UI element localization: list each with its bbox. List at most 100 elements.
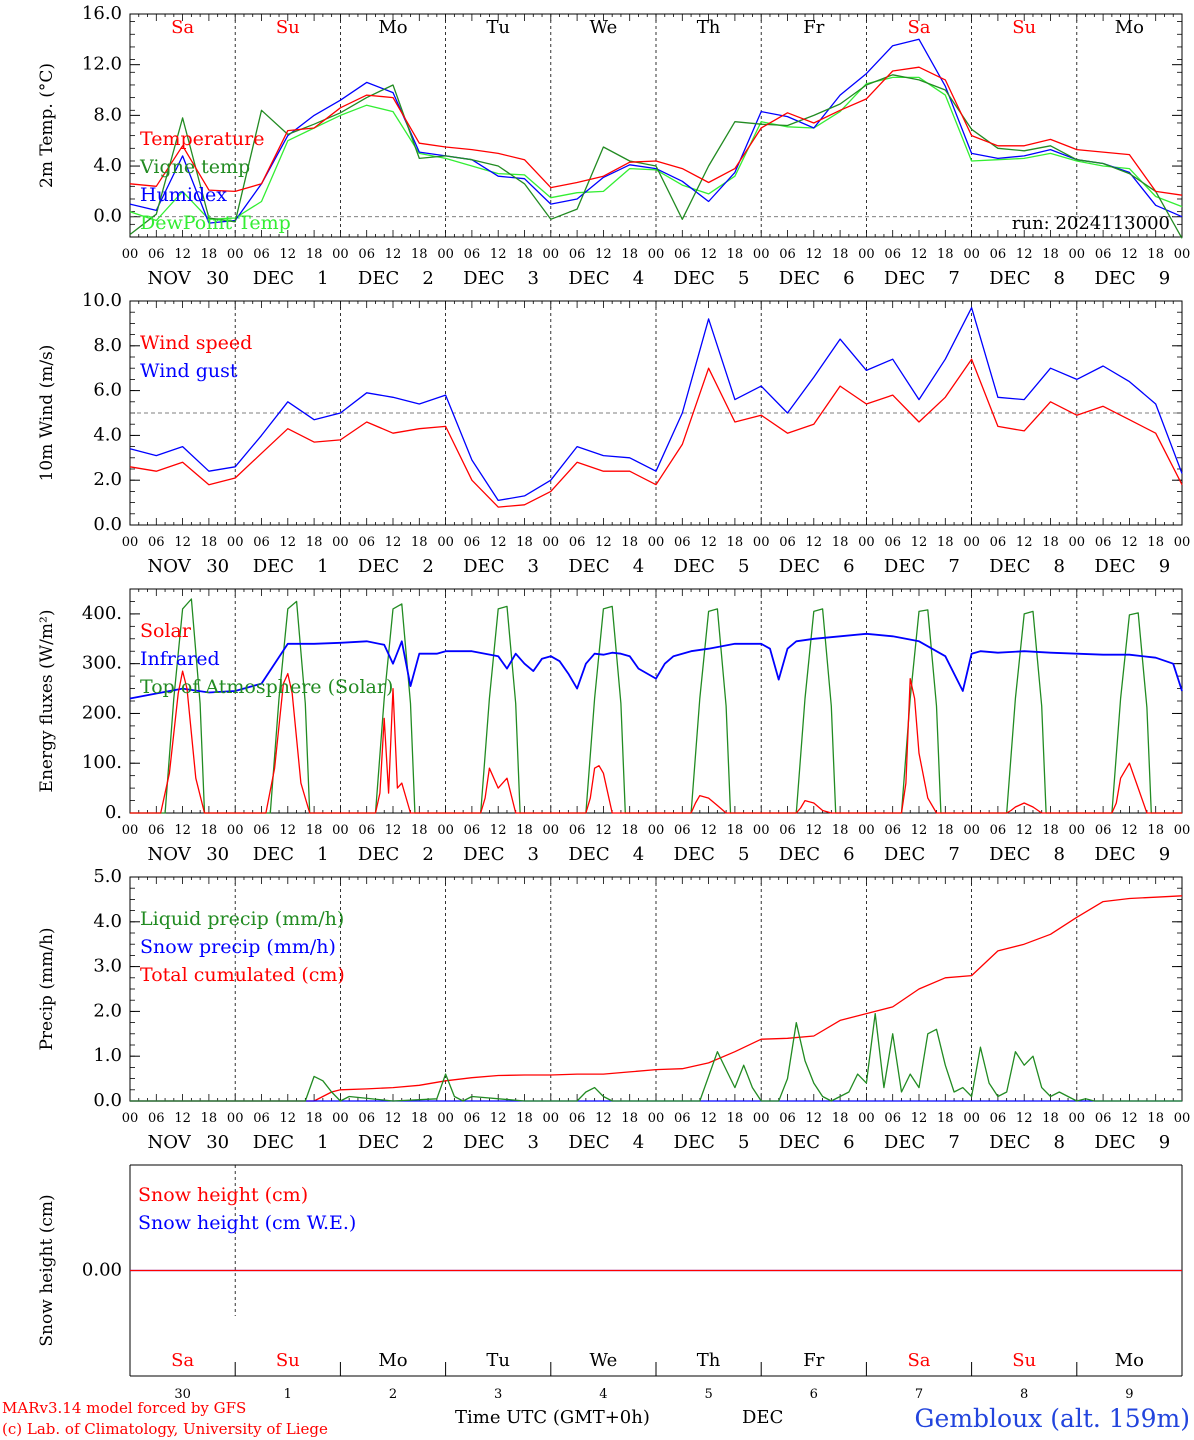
x-hour-label: 00 [543,823,560,838]
x-month-label: DEC [989,556,1030,577]
x-day-number: 4 [599,1387,607,1402]
legend-entry: Snow height (cm W.E.) [138,1212,356,1234]
x-hour-label: 06 [779,1111,796,1126]
x-hour-label: 00 [332,247,349,262]
x-hour-label: 12 [490,823,507,838]
y-tick-label: 4.0 [93,424,122,445]
x-hour-label: 18 [937,1111,954,1126]
x-hour-label: 00 [648,823,665,838]
x-hour-label: 00 [122,1111,139,1126]
weekday-label: Tu [486,17,510,38]
station-name: Gembloux (alt. 159m) [915,1404,1190,1433]
weekday-label: Su [276,17,300,38]
x-hour-label: 18 [516,823,533,838]
y-tick-label: 2.0 [93,469,122,490]
x-hour-label: 00 [437,247,454,262]
weekday-label: Su [1012,1350,1036,1371]
x-hour-label: 00 [227,1111,244,1126]
x-day-label: 3 [528,556,539,577]
x-day-label: 4 [633,1132,644,1153]
x-day-label: 2 [422,844,433,865]
panel-wind: 00 06 12 18 00 06 12 18 00 06 12 18 00 06 12 18 00 06 12 18… [37,290,1190,577]
x-hour-label: 12 [1121,247,1138,262]
x-hour-label: 06 [358,535,375,550]
x-day-label: 6 [843,268,854,289]
x-month-label: DEC [463,556,504,577]
x-month-label: DEC [989,1132,1030,1153]
x-day-number: 6 [810,1387,818,1402]
x-month-label: DEC [674,1132,715,1153]
weekday-label: Mo [1115,17,1144,38]
x-hour-label: 18 [832,247,849,262]
x-hour-label: 00 [963,1111,980,1126]
panel-snow: 0.00 Snow height (cm) Snow height (cm) Snow… [37,1164,1183,1402]
x-hour-label: 18 [727,535,744,550]
panel-precip: 00 06 12 18 00 06 12 18 00 06 12 18 00 06 12 18 00 06 12 18… [37,866,1190,1153]
x-month-label: DEC [989,844,1030,865]
x-month-label: DEC [253,844,294,865]
x-hour-label: 18 [201,1111,218,1126]
y-tick-label: 1.0 [93,1045,122,1066]
x-hour-label: 00 [543,535,560,550]
x-hour-label: 12 [174,823,191,838]
y-tick-label: 2.0 [93,1000,122,1021]
x-hour-label: 06 [884,823,901,838]
series-line-humidex [129,38,1183,224]
x-day-label: 30 [206,556,229,577]
panel-temp: 00 06 12 18 00 06 12 18 00 06 12 18 00 06 12 18 00 06 12 18… [37,3,1190,289]
x-month-label: DEC [1094,844,1135,865]
x-hour-label: 12 [595,823,612,838]
x-hour-label: 18 [411,535,428,550]
x-hour-label: 12 [700,535,717,550]
y-tick-label: 3.0 [93,956,122,977]
x-hour-label: 12 [1121,823,1138,838]
x-day-label: 30 [206,268,229,289]
x-hour-label: 06 [990,1111,1007,1126]
x-hour-label: 06 [464,535,481,550]
x-hour-label: 06 [464,1111,481,1126]
y-axis-label: 2m Temp. (°C) [37,63,57,188]
x-month-label: DEC [568,556,609,577]
x-hour-label: 00 [963,823,980,838]
x-month-label: DEC [674,268,715,289]
x-day-label: 1 [317,268,328,289]
x-hour-label: 18 [727,823,744,838]
x-day-number: 8 [1020,1387,1028,1402]
y-tick-label: 0.00 [82,1260,122,1281]
x-hour-label: 00 [122,247,139,262]
x-hour-label: 18 [1042,823,1059,838]
x-hour-label: 18 [516,1111,533,1126]
x-hour-label: 18 [516,535,533,550]
y-tick-label: 300. [82,653,122,674]
x-day-number: 2 [389,1387,397,1402]
legend-entry: Total cumulated (cm) [140,964,345,986]
y-axis-label: Snow height (cm) [37,1194,57,1346]
x-hour-label: 00 [227,535,244,550]
x-day-label: 8 [1054,556,1065,577]
y-tick-label: 4.0 [93,155,122,176]
x-hour-label: 18 [937,535,954,550]
x-hour-label: 00 [963,535,980,550]
x-day-label: 7 [948,844,959,865]
x-hour-label: 06 [464,823,481,838]
x-month-label: DEC [568,844,609,865]
y-tick-label: 12.0 [82,54,122,75]
x-day-label: 1 [317,556,328,577]
x-hour-label: 18 [621,823,638,838]
x-hour-label: 06 [884,247,901,262]
series-line-vigne-temp [129,74,1183,239]
x-day-label: 2 [422,268,433,289]
x-hour-label: 12 [700,247,717,262]
x-hour-label: 18 [1147,823,1164,838]
x-day-label: 3 [528,1132,539,1153]
x-hour-label: 06 [674,823,691,838]
x-hour-label: 00 [963,247,980,262]
x-month-label: DEC [253,1132,294,1153]
x-day-number: 5 [704,1387,712,1402]
x-day-number: 9 [1125,1387,1133,1402]
y-tick-label: 4.0 [93,911,122,932]
x-hour-label: 06 [884,1111,901,1126]
y-tick-label: 5.0 [93,866,122,887]
x-hour-label: 00 [1174,1111,1191,1126]
y-tick-label: 0.0 [93,514,122,535]
